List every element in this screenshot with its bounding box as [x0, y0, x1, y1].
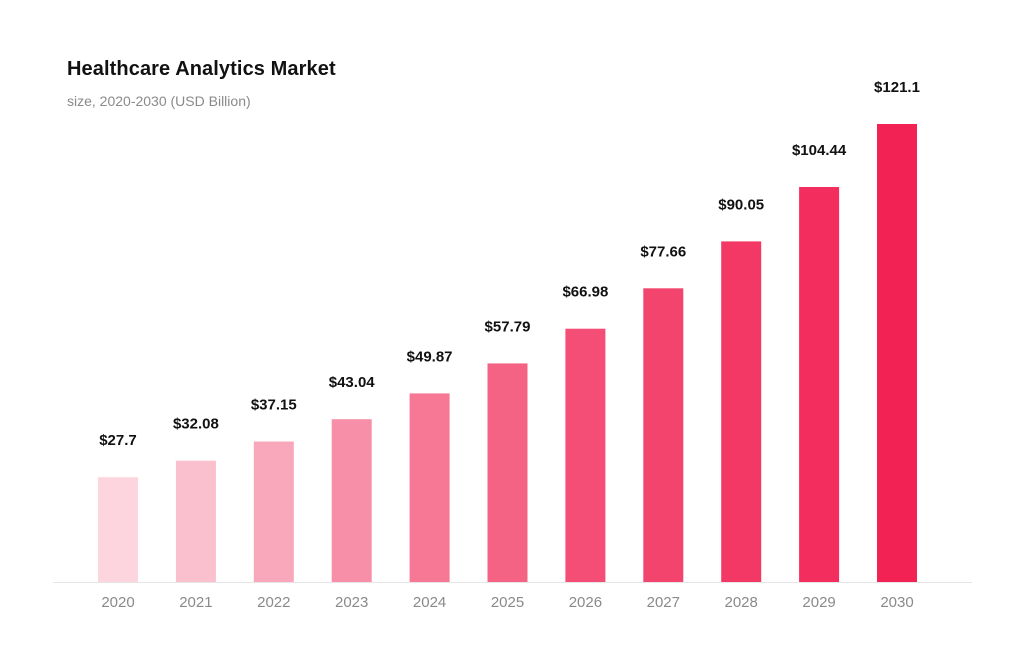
x-tick-label-2022: 2022 [257, 594, 290, 611]
bar-2026 [565, 328, 606, 582]
value-label-2030: $121.1 [874, 79, 920, 96]
x-tick-label-2030: 2030 [880, 594, 913, 611]
value-label-2026: $66.98 [562, 284, 608, 301]
bar-2020 [98, 477, 138, 582]
x-tick-label-2025: 2025 [491, 594, 524, 611]
x-tick-label-2029: 2029 [802, 594, 835, 611]
chart-title: Healthcare Analytics Market [67, 58, 336, 80]
bar-2029 [799, 187, 840, 582]
bar-2021 [175, 460, 216, 582]
bar-2027 [643, 288, 684, 582]
bar-2022 [253, 441, 294, 582]
x-tick-label-2024: 2024 [413, 594, 446, 611]
x-tick-label-2021: 2021 [179, 594, 212, 611]
x-tick-label-2026: 2026 [569, 594, 602, 611]
tick-labels-group: 2020 2021 2022 2023 2024 2025 2026 2027 2028 2029… [101, 594, 913, 611]
chart-subtitle: size, 2020-2030 (USD Billion) [67, 93, 251, 109]
value-label-2023: $43.04 [329, 374, 376, 391]
value-label-2021: $32.08 [173, 416, 219, 433]
value-label-2024: $49.87 [407, 348, 453, 365]
value-label-2022: $37.15 [251, 397, 297, 414]
value-label-2029: $104.44 [792, 142, 847, 159]
bars-group [98, 124, 917, 582]
value-labels-group: $27.7 $32.08 $37.15 $43.04 $49.87 $57.79 $66.9… [99, 79, 920, 449]
bar-2024 [409, 393, 450, 582]
bar-2023 [331, 419, 372, 582]
bar-2025 [487, 363, 528, 582]
x-tick-label-2027: 2027 [647, 594, 680, 611]
value-label-2025: $57.79 [485, 318, 531, 335]
value-label-2027: $77.66 [640, 243, 686, 260]
x-tick-label-2023: 2023 [335, 594, 368, 611]
bar-2030 [877, 124, 917, 582]
x-tick-label-2028: 2028 [725, 594, 758, 611]
x-tick-label-2020: 2020 [101, 594, 134, 611]
bar-2028 [721, 241, 762, 582]
value-label-2028: $90.05 [718, 196, 764, 213]
value-label-2020: $27.7 [99, 432, 137, 449]
